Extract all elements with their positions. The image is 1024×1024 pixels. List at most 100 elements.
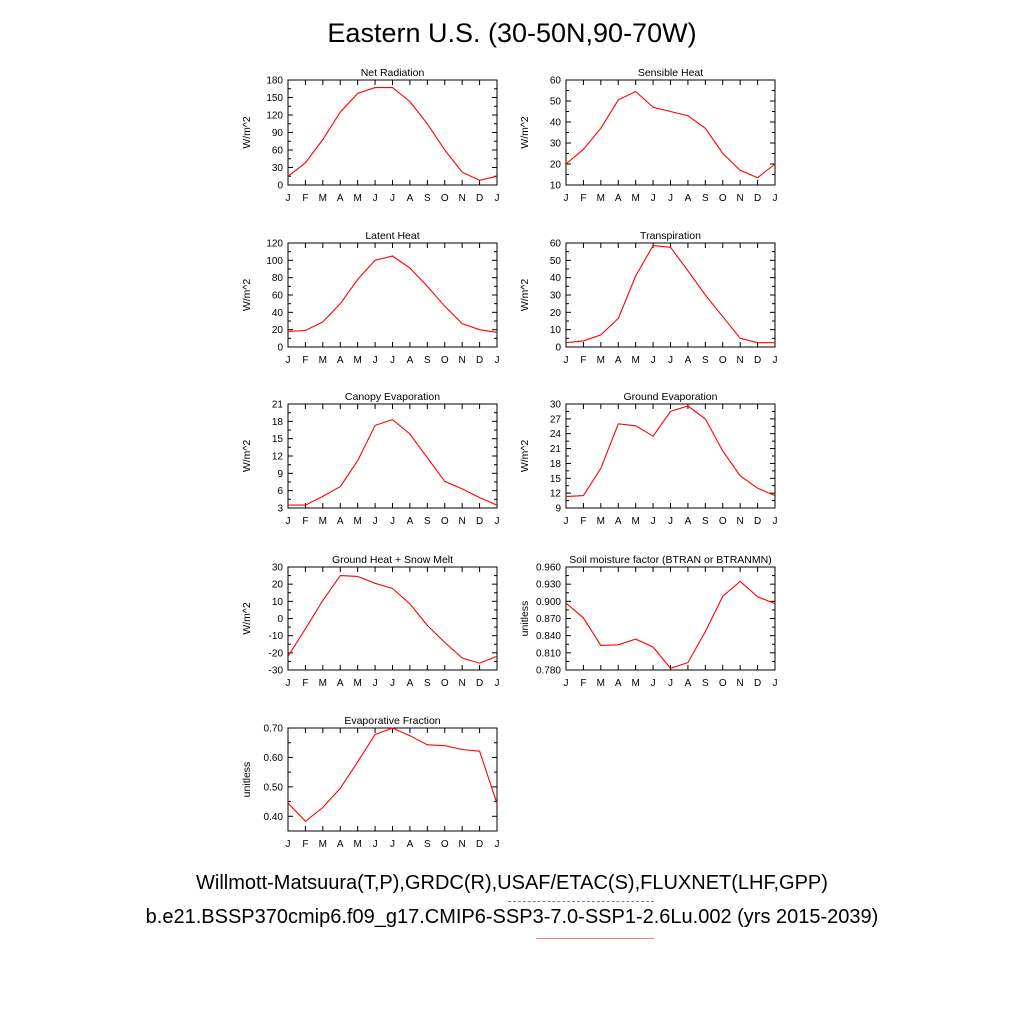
x-tick-label: M [319, 678, 327, 689]
plot-frame [287, 79, 498, 186]
x-tick-label: J [495, 355, 500, 366]
panel-title: Evaporative Fraction [344, 715, 440, 727]
x-tick-label: J [773, 678, 778, 689]
x-tick-label: J [773, 355, 778, 366]
series-line [287, 727, 498, 823]
x-tick-label: J [373, 516, 378, 527]
x-tick-label: A [685, 516, 692, 527]
y-tick-label: 18 [550, 459, 562, 470]
x-tick-label: M [319, 355, 327, 366]
panel-title: Ground Heat + Snow Melt [332, 554, 453, 566]
footer-case-name: b.e21.BSSP370cmip6.f09_g17.CMIP6-SSP3-7.… [145, 906, 879, 928]
panel-title: Net Radiation [361, 67, 425, 79]
x-tick-label: F [302, 678, 308, 689]
plot-frame [565, 403, 776, 509]
panel-title: Transpiration [640, 230, 701, 242]
x-tick-label: J [390, 839, 395, 850]
y-axis-label: W/m^2 [519, 279, 531, 312]
x-tick-label: M [631, 516, 639, 527]
x-tick-label: J [773, 193, 778, 204]
x-tick-label: D [754, 355, 761, 366]
x-tick-label: M [597, 678, 605, 689]
x-tick-label: O [441, 678, 449, 689]
x-tick-label: M [353, 839, 361, 850]
x-tick-label: J [373, 839, 378, 850]
y-tick-label: -30 [269, 666, 284, 677]
y-tick-label: 10 [550, 325, 562, 336]
x-tick-label: A [407, 355, 414, 366]
y-tick-label: 0.70 [264, 724, 284, 735]
x-tick-label: S [424, 839, 431, 850]
x-tick-label: N [737, 516, 744, 527]
x-tick-label: M [353, 355, 361, 366]
y-tick-label: 0.840 [536, 631, 561, 642]
x-tick-label: O [441, 516, 449, 527]
x-tick-label: J [373, 678, 378, 689]
y-axis-label: W/m^2 [241, 440, 253, 473]
y-tick-label: 60 [550, 239, 562, 250]
x-tick-label: J [495, 839, 500, 850]
series-line [287, 87, 498, 181]
x-tick-label: N [459, 839, 466, 850]
y-tick-label: -20 [269, 648, 284, 659]
y-tick-label: 20 [272, 580, 284, 591]
x-tick-label: F [580, 355, 586, 366]
x-tick-label: D [754, 678, 761, 689]
x-tick-label: J [564, 678, 569, 689]
x-tick-label: F [302, 839, 308, 850]
y-tick-label: 50 [550, 97, 562, 108]
x-tick-label: N [459, 355, 466, 366]
y-tick-label: 6 [277, 486, 283, 497]
y-tick-label: 18 [272, 417, 284, 428]
x-tick-label: O [441, 355, 449, 366]
y-tick-label: 180 [266, 76, 283, 87]
x-tick-label: M [319, 516, 327, 527]
x-tick-label: J [495, 516, 500, 527]
x-tick-label: N [737, 193, 744, 204]
x-tick-label: J [668, 193, 673, 204]
y-tick-label: 40 [550, 273, 562, 284]
y-tick-label: 40 [272, 308, 284, 319]
panel-title: Canopy Evaporation [345, 391, 440, 403]
y-tick-label: 9 [277, 469, 283, 480]
y-tick-label: 15 [550, 474, 562, 485]
y-tick-label: 50 [550, 256, 562, 267]
x-tick-label: J [651, 355, 656, 366]
x-tick-label: A [407, 516, 414, 527]
x-tick-label: F [302, 193, 308, 204]
y-tick-label: 0.40 [264, 812, 284, 823]
x-tick-label: M [597, 193, 605, 204]
x-tick-label: D [476, 678, 483, 689]
y-tick-label: -10 [269, 631, 284, 642]
x-tick-label: S [702, 516, 709, 527]
plot-frame [287, 727, 498, 832]
x-tick-label: A [615, 193, 622, 204]
x-tick-label: A [615, 516, 622, 527]
x-tick-label: J [651, 516, 656, 527]
x-tick-label: S [424, 355, 431, 366]
y-axis-label: unitless [241, 762, 253, 798]
x-tick-label: J [495, 678, 500, 689]
x-tick-label: A [337, 516, 344, 527]
panel-9: J F M A M J J A S O N D J0.400.500.600.70Evaporative… [241, 715, 500, 850]
x-tick-label: N [737, 678, 744, 689]
panel-title: Ground Evaporation [624, 391, 718, 403]
series-line [565, 580, 776, 669]
x-tick-label: M [319, 193, 327, 204]
x-tick-label: A [615, 678, 622, 689]
x-tick-label: M [353, 193, 361, 204]
y-tick-label: 20 [272, 325, 284, 336]
y-tick-label: 24 [550, 429, 562, 440]
panel-title: Soil moisture factor (BTRAN or BTRANMN) [569, 554, 771, 566]
page-title: Eastern U.S. (30-50N,90-70W) [327, 18, 697, 48]
y-tick-label: 0.960 [536, 563, 561, 574]
y-tick-label: 0.930 [536, 580, 561, 591]
x-tick-label: J [564, 355, 569, 366]
x-tick-label: J [390, 193, 395, 204]
y-tick-label: 80 [272, 273, 284, 284]
